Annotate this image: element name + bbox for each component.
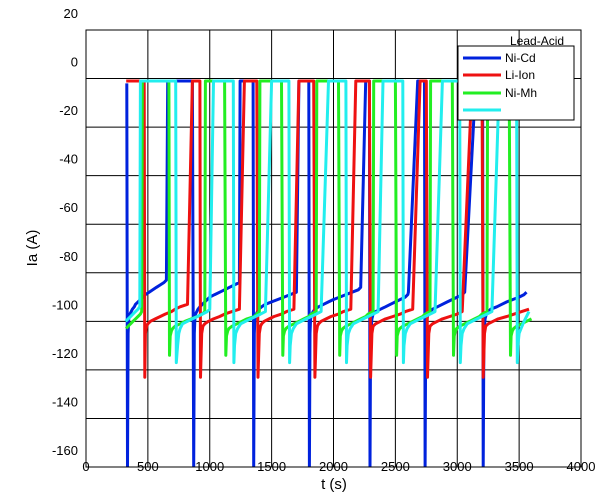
y-tick-label: -40 [59,152,78,167]
legend: Lead-Acid Ni-Cd Li-Ion Ni-Mh [457,34,575,121]
y-axis-label: Ia (A) [24,230,41,267]
series-line-ni-cd [125,79,528,467]
x-tick-label: 1000 [195,459,224,474]
plot-area [124,79,533,467]
plot-frame [85,29,582,468]
series-line-li-ion [126,79,530,379]
legend-title: Lead-Acid [510,34,564,48]
y-tick-label: 0 [71,55,78,70]
x-tick-label: 3500 [505,459,534,474]
legend-label: Ni-Mh [505,86,537,100]
y-tick-label: -160 [52,443,78,458]
x-tick-label: 500 [137,459,159,474]
series-group [124,79,533,467]
y-tick-label: -60 [59,200,78,215]
y-tick-label: 20 [64,6,78,21]
legend-label: Li-Ion [505,68,535,82]
x-tick-label: 2000 [319,459,348,474]
y-tick-label: -80 [59,249,78,264]
y-tick-label: -100 [52,297,78,312]
series-line-lead-acid [124,79,531,365]
x-tick-label: 3000 [443,459,472,474]
legend-label: Ni-Cd [505,51,536,65]
x-tick-label: 0 [82,459,89,474]
x-tick-labels: 0 500 1000 1500 2000 2500 3000 3500 4000 [82,459,595,474]
x-tick-label: 4000 [567,459,596,474]
x-tick-label: 2500 [381,459,410,474]
x-axis-label: t (s) [321,476,347,493]
y-tick-label: -120 [52,346,78,361]
x-tick-label: 1500 [257,459,286,474]
y-tick-label: -20 [59,103,78,118]
y-tick-labels: 20 0 -20 -40 -60 -80 -100 -120 -140 -160 [52,6,78,458]
y-tick-label: -140 [52,394,78,409]
